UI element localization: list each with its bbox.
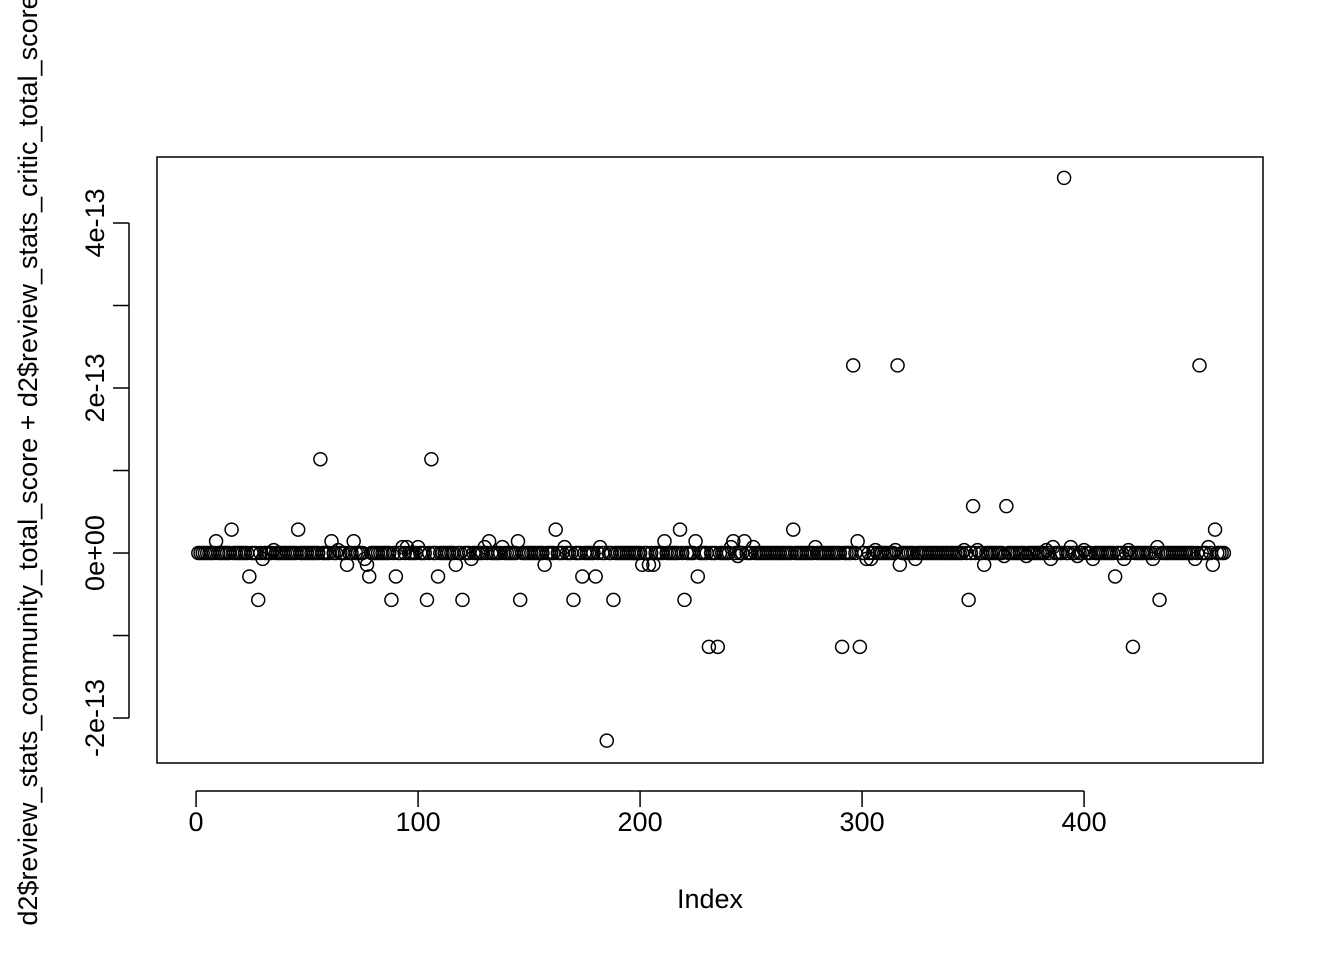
point (970, 542, 985, 558)
point (996, 548, 1012, 564)
point (710, 639, 726, 655)
point (1152, 592, 1167, 608)
point (250, 592, 266, 608)
point (381, 545, 397, 561)
y-tick-label: 2e-13 (80, 353, 110, 422)
point (548, 522, 563, 537)
point (1056, 170, 1072, 186)
point (834, 639, 850, 655)
point (606, 592, 621, 608)
point (726, 534, 741, 549)
point (677, 592, 692, 608)
point (344, 545, 359, 561)
plot-frame (156, 156, 1264, 764)
x-tick-label: 0 (189, 807, 204, 837)
point (963, 545, 979, 561)
point (852, 639, 868, 655)
point (730, 548, 745, 564)
x-tick-label: 400 (1062, 807, 1107, 837)
point (1107, 569, 1123, 584)
point (424, 451, 439, 467)
point (888, 542, 903, 558)
point (868, 542, 883, 558)
point (535, 545, 550, 561)
point (242, 569, 257, 584)
point (641, 557, 657, 572)
point (1076, 542, 1092, 558)
point (599, 733, 615, 748)
point (785, 522, 801, 537)
point (672, 522, 688, 537)
point (832, 545, 848, 561)
point (1019, 548, 1034, 564)
point (397, 545, 413, 561)
point (419, 592, 435, 608)
point (388, 569, 404, 584)
point (965, 498, 981, 514)
point (512, 592, 528, 608)
y-axis-label: d2$review_stats_community_total_score + … (13, 0, 43, 926)
point (1192, 358, 1207, 373)
point (266, 542, 282, 558)
point (675, 545, 690, 561)
point (961, 592, 976, 608)
point (575, 569, 590, 584)
point (845, 358, 861, 373)
point (253, 545, 268, 561)
x-axis-label: Index (677, 884, 744, 914)
point (690, 569, 706, 584)
point (455, 592, 470, 608)
point (890, 358, 905, 373)
point (1039, 542, 1054, 558)
y-tick-label: 4e-13 (80, 188, 110, 257)
point (566, 592, 581, 608)
point (313, 451, 328, 467)
x-tick-label: 300 (840, 807, 885, 837)
point (330, 542, 346, 558)
point (999, 498, 1014, 514)
point (384, 592, 399, 608)
point (701, 639, 717, 655)
point (290, 522, 306, 537)
point (1121, 542, 1136, 558)
point (643, 545, 659, 561)
x-tick-label: 100 (396, 807, 441, 837)
point (588, 569, 603, 584)
point (1216, 545, 1232, 561)
point (1207, 522, 1223, 537)
point (310, 545, 326, 561)
y-tick-label: -2e-13 (80, 679, 110, 757)
point (430, 569, 446, 584)
y-tick-label: 0e+00 (80, 515, 110, 591)
point (632, 545, 648, 561)
point (1125, 639, 1141, 655)
point (361, 569, 377, 584)
point (224, 522, 239, 537)
x-tick-label: 200 (618, 807, 663, 837)
point (417, 545, 432, 561)
